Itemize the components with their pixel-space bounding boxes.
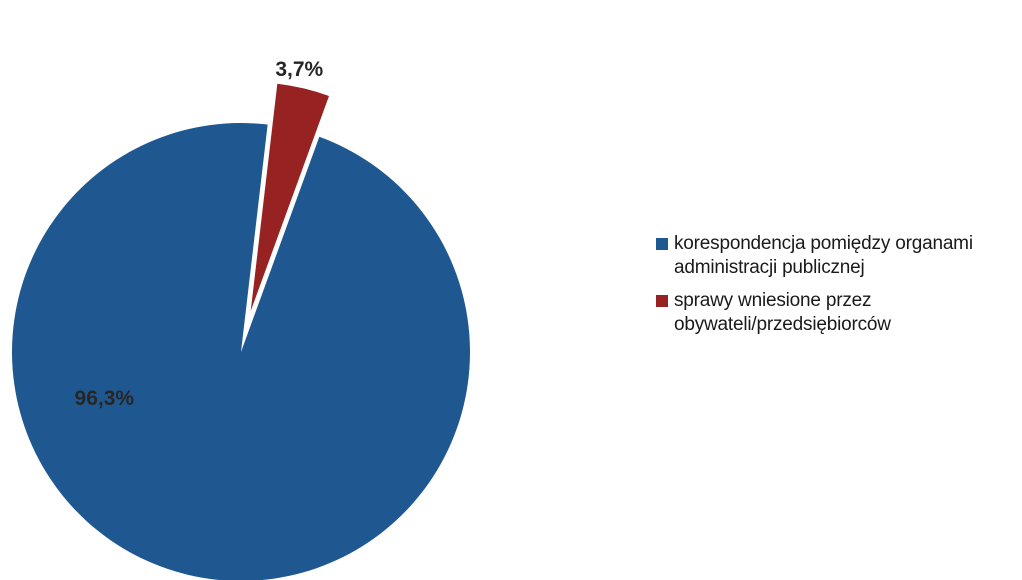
legend-label-sprawy: sprawy wniesione przez obywateli/przedsi… xyxy=(674,290,891,335)
slice-sprawy xyxy=(250,83,330,312)
data-label-sprawy: 3,7% xyxy=(275,58,323,81)
legend-swatch-blue xyxy=(656,238,668,250)
legend-label-korespondencja: korespondencja pomiędzy organami adminis… xyxy=(674,233,973,278)
legend: korespondencja pomiędzy organami adminis… xyxy=(656,232,1016,346)
pie-slices xyxy=(12,83,470,580)
legend-item-korespondencja: korespondencja pomiędzy organami adminis… xyxy=(656,232,1016,280)
legend-swatch-red xyxy=(656,295,668,307)
legend-item-sprawy: sprawy wniesione przez obywateli/przedsi… xyxy=(656,289,1016,337)
pie-data-labels: 96,3% 3,7% xyxy=(75,58,324,410)
data-label-korespondencja: 96,3% xyxy=(75,387,135,410)
slice-korespondencja xyxy=(12,123,470,580)
